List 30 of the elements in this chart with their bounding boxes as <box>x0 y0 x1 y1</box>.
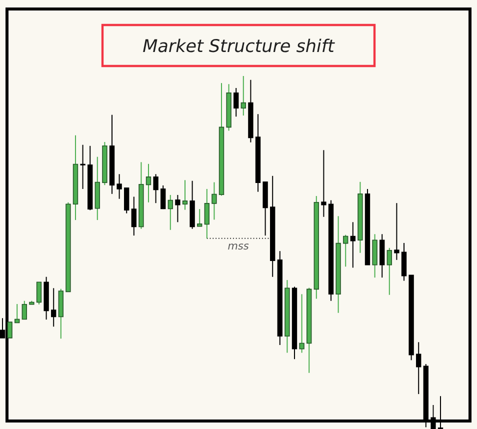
candlestick <box>80 144 86 190</box>
candlestick <box>51 288 56 328</box>
candlestick <box>204 188 210 239</box>
chart-title: Market Structure shift <box>143 38 335 52</box>
candlestick <box>124 187 130 214</box>
candlestick <box>416 342 422 395</box>
candlestick <box>197 208 202 227</box>
candlestick <box>240 76 246 116</box>
candlestick <box>212 182 217 220</box>
candlestick <box>401 242 407 282</box>
candlestick <box>234 88 239 118</box>
candlestick <box>182 180 188 210</box>
candlestick <box>116 174 122 200</box>
candlestick <box>343 234 348 268</box>
ref-line-label: mss <box>228 244 249 250</box>
candlestick <box>160 184 166 210</box>
candlestick <box>131 196 136 236</box>
candlestick <box>7 322 12 338</box>
candlestick <box>146 163 152 203</box>
candlestick <box>299 294 304 354</box>
candlestick <box>36 282 42 305</box>
candlestick <box>14 304 20 324</box>
candlestick <box>394 202 400 260</box>
candlestick <box>153 174 158 204</box>
candlestick <box>350 222 356 268</box>
candlestick <box>386 247 392 296</box>
candlestick <box>22 300 27 320</box>
candlestick <box>175 194 180 223</box>
candlestick <box>321 150 326 218</box>
candlestick <box>168 194 173 230</box>
